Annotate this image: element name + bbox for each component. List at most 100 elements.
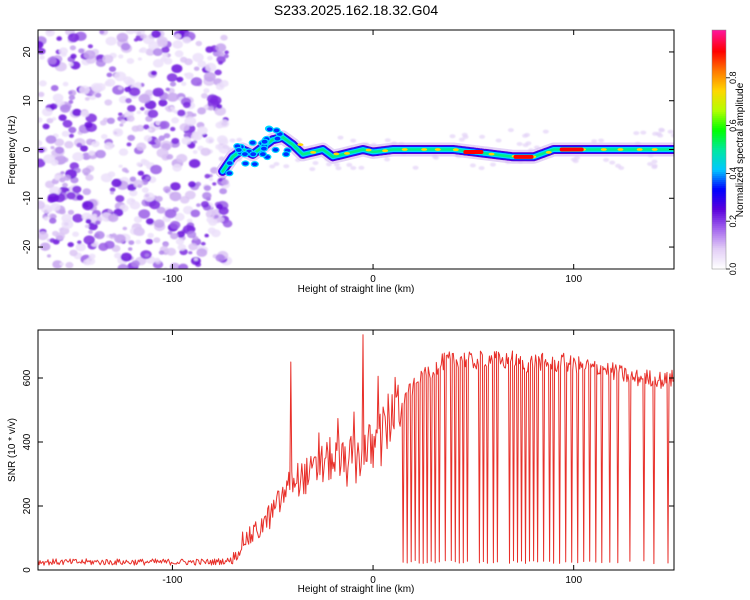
noise-speckle <box>112 85 125 95</box>
noise-speckle <box>136 31 142 36</box>
noise-speckle <box>169 220 181 230</box>
snr-y-tick-label: 400 <box>22 433 33 450</box>
noise-speckle <box>525 141 532 146</box>
signal-track-peak <box>513 154 534 159</box>
noise-speckle <box>72 108 82 117</box>
noise-speckle <box>273 162 280 166</box>
signal-track-blob <box>249 151 258 158</box>
colorbar-segment <box>712 215 726 218</box>
noise-speckle <box>591 139 598 144</box>
colorbar-segment <box>712 261 726 264</box>
colorbar-segment <box>712 217 726 220</box>
noise-speckle <box>162 52 169 58</box>
snr-series-layer <box>38 334 674 566</box>
noise-speckle <box>171 64 183 73</box>
noise-speckle <box>200 147 211 156</box>
colorbar-segment <box>712 55 726 59</box>
noise-speckle <box>95 149 106 159</box>
noise-speckle <box>66 192 76 200</box>
noise-speckle <box>106 72 113 78</box>
colorbar-segment <box>712 255 726 258</box>
noise-speckle <box>42 123 50 130</box>
colorbar-segment <box>712 177 726 180</box>
noise-speckle <box>192 113 197 117</box>
noise-speckle <box>137 57 142 61</box>
colorbar-ticks: 0.0 0.2 0.4 0.6 0.8 <box>726 72 738 275</box>
noise-speckle <box>129 176 137 182</box>
noise-speckle <box>166 73 178 82</box>
noise-speckle <box>143 124 150 130</box>
noise-speckle <box>193 140 198 144</box>
noise-speckle <box>157 39 168 48</box>
noise-speckle <box>62 81 69 87</box>
noise-speckle <box>58 114 67 121</box>
colorbar-segment <box>712 233 726 236</box>
signal-track-blob <box>260 138 269 145</box>
noise-speckle <box>87 44 93 49</box>
colorbar-segment <box>712 117 726 121</box>
noise-speckle <box>76 142 83 148</box>
signal-track-blob <box>273 135 282 142</box>
noise-speckle <box>309 167 316 172</box>
noise-speckle <box>72 213 84 223</box>
colorbar-segment <box>712 111 726 115</box>
noise-speckle <box>80 110 90 118</box>
colorbar-segment <box>712 189 726 192</box>
noise-speckle <box>158 250 165 255</box>
noise-speckle <box>88 230 93 234</box>
noise-speckle <box>615 163 622 168</box>
colorbar-segment <box>712 207 726 210</box>
noise-speckle <box>196 248 208 257</box>
noise-speckle <box>647 162 654 166</box>
colorbar-segment <box>712 211 726 214</box>
noise-speckle <box>184 190 196 200</box>
snr-x-ticks: -100 0 100 <box>162 330 582 586</box>
noise-speckle <box>184 72 189 77</box>
noise-speckle <box>150 70 157 76</box>
noise-speckle <box>670 133 674 138</box>
colorbar-segment <box>712 161 726 165</box>
noise-speckle <box>92 213 98 218</box>
noise-speckle <box>208 177 214 182</box>
noise-speckle <box>61 130 70 137</box>
noise-speckle <box>640 130 647 135</box>
colorbar-segment <box>712 121 726 125</box>
noise-speckle <box>192 52 204 63</box>
noise-speckle <box>156 206 166 214</box>
snr-series-line <box>38 334 674 566</box>
noise-speckle <box>118 164 123 168</box>
signal-track-hotspot <box>421 148 428 151</box>
noise-speckle <box>68 126 77 134</box>
noise-speckle <box>350 166 357 170</box>
colorbar-label: Normalized spectral amplitude <box>735 82 746 217</box>
noise-speckle <box>206 216 214 223</box>
colorbar-segment <box>712 249 726 252</box>
noise-speckle <box>193 257 198 261</box>
noise-speckle <box>120 252 132 262</box>
noise-speckle <box>169 81 177 87</box>
colorbar-segment <box>712 41 726 45</box>
noise-speckle <box>140 33 147 39</box>
signal-track-hotspot <box>344 152 350 155</box>
noise-speckle <box>104 142 114 150</box>
noise-speckle <box>84 97 90 101</box>
noise-speckle <box>64 141 74 149</box>
noise-speckle <box>136 162 142 167</box>
colorbar-segment <box>712 37 726 41</box>
colorbar-segment <box>712 253 726 256</box>
noise-speckle <box>170 126 176 132</box>
noise-speckle <box>45 30 55 37</box>
colorbar-segment <box>712 199 726 202</box>
noise-speckle <box>187 142 196 149</box>
noise-speckle <box>166 154 174 160</box>
colorbar-segment <box>712 175 726 178</box>
noise-speckle <box>603 158 610 162</box>
noise-speckle <box>110 191 115 195</box>
noise-speckle <box>109 187 116 192</box>
noise-speckle <box>358 165 365 170</box>
signal-track-blob <box>250 161 259 168</box>
colorbar-segment <box>712 219 726 222</box>
noise-speckle <box>137 170 145 176</box>
colorbar-segment <box>712 93 726 97</box>
colorbar-segment <box>712 259 726 262</box>
